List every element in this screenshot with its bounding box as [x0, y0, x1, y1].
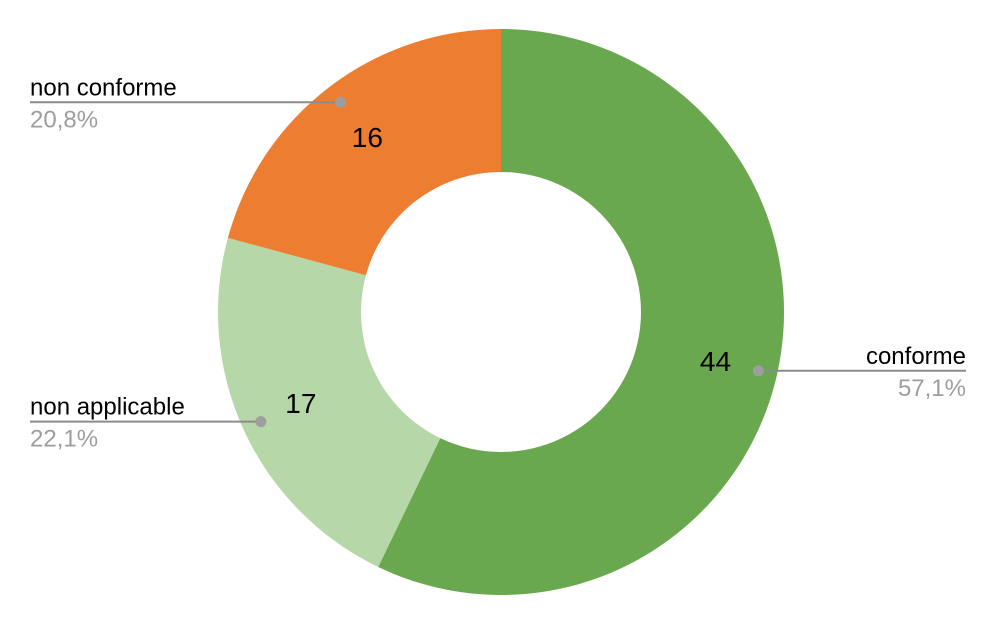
slice-percent-label-non-conforme: 20,8% — [30, 106, 98, 133]
slice-name-label-non-conforme: non conforme — [30, 74, 177, 101]
slice-percent-label-conforme: 57,1% — [898, 375, 966, 402]
pie-slice-non-applicable[interactable] — [217, 237, 441, 567]
slice-value-label-non-applicable: 17 — [285, 388, 316, 419]
pie-slice-non-conforme[interactable] — [227, 29, 501, 276]
slice-name-label-conforme: conforme — [866, 343, 966, 370]
donut-labels-group: 44 conforme 57,1% 17 non applicable 22,1% 16 no… — [30, 74, 966, 452]
donut-slices-group — [217, 29, 785, 595]
slice-name-label-non-applicable: non applicable — [30, 394, 185, 421]
leader-dot-non-conforme — [335, 96, 347, 108]
pie-slice-conforme[interactable] — [378, 29, 785, 595]
slice-percent-label-non-applicable: 22,1% — [30, 426, 98, 453]
donut-leaders-group — [30, 96, 966, 428]
leader-dot-conforme — [752, 365, 764, 377]
slice-value-label-non-conforme: 16 — [352, 122, 383, 153]
leader-dot-non-applicable — [255, 416, 267, 428]
slice-value-label-conforme: 44 — [700, 346, 731, 377]
